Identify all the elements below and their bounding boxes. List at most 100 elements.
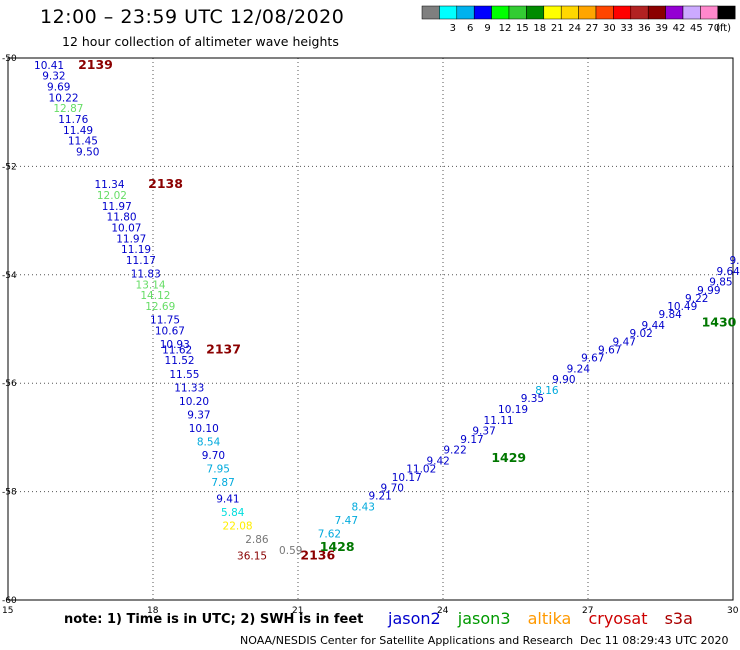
colorbar-label: 39 (655, 23, 668, 34)
y-tick-label: -56 (2, 379, 17, 389)
wave-height-label: 11.97 (102, 201, 132, 213)
colorbar-label: 6 (467, 23, 473, 34)
wave-height-label: 36.15 (237, 550, 267, 562)
x-tick-label: 15 (2, 606, 13, 616)
wave-height-label: 11.45 (68, 136, 98, 148)
y-tick-label: -52 (2, 162, 17, 172)
x-tick-label: 27 (582, 606, 593, 616)
colorbar-swatch (473, 5, 492, 20)
wave-height-label: 10.20 (179, 396, 209, 408)
wave-height-label: 11.55 (169, 369, 199, 381)
wave-height-label: 9.44 (642, 320, 666, 332)
wave-height-label: 0.59 (279, 545, 302, 557)
colorbar-swatch (526, 5, 545, 20)
chart-title: 12:00 – 23:59 UTC 12/08/2020 (40, 6, 345, 28)
wave-height-label: 9.21 (368, 491, 391, 503)
colorbar-label: 15 (516, 23, 529, 34)
legend-jason2: jason2 (388, 609, 441, 628)
pass-number-label: 2139 (78, 57, 113, 72)
colorbar-swatch (508, 5, 527, 20)
wave-height-label: 12.87 (53, 103, 83, 115)
wave-height-label: 9.70 (381, 483, 404, 495)
wave-height-label: 2.86 (245, 534, 269, 546)
colorbar-swatch (630, 5, 649, 20)
wave-height-label: 12.02 (97, 190, 127, 202)
footer-credit: NOAA/NESDIS Center for Satellite Applica… (240, 634, 574, 647)
wave-height-label: 9.22 (685, 293, 708, 305)
colorbar-swatch (491, 5, 510, 20)
wave-height-label: 14.12 (140, 290, 170, 302)
colorbar-swatch (700, 5, 719, 20)
wave-height-label: 9.22 (443, 445, 466, 457)
wave-height-label: 10.17 (392, 472, 422, 484)
wave-height-label: 9.41 (216, 493, 239, 505)
x-tick-label: 30 (727, 606, 739, 616)
colorbar-swatch (647, 5, 666, 20)
grid-lines (8, 58, 733, 600)
satellite-legend: jason2 jason3 altika cryosat s3a (388, 609, 705, 628)
wave-height-label: 9.47 (613, 336, 636, 348)
wave-height-label: 11.80 (107, 212, 137, 224)
wave-height-label: 8.43 (352, 502, 375, 514)
pass-number-label: 1428 (320, 539, 355, 554)
wave-height-label: 12.69 (145, 301, 175, 313)
wave-height-label: 9.70 (202, 450, 225, 462)
colorbar-swatch (595, 5, 614, 20)
wave-height-label: 11.97 (116, 233, 146, 245)
wave-height-label: 13.14 (136, 279, 166, 291)
colorbar-label: 45 (690, 23, 703, 34)
footer-note: note: 1) Time is in UTC; 2) SWH is in fe… (64, 612, 364, 627)
wave-height-label: 9.84 (658, 309, 682, 321)
colorbar-label: 21 (551, 23, 564, 34)
colorbar-swatch (682, 5, 701, 20)
wave-height-label: 11.62 (162, 344, 192, 356)
wave-height-label: 10.49 (667, 301, 697, 313)
colorbar-label: 36 (638, 23, 651, 34)
chart-subtitle: 12 hour collection of altimeter wave hei… (62, 34, 339, 49)
wave-height-label: 10.93 (160, 339, 190, 351)
wave-height-label: 9.85 (709, 277, 732, 289)
wave-height-label: 8.54 (197, 437, 221, 449)
wave-height-label: 11.34 (94, 179, 124, 191)
wave-height-label: 10.07 (111, 222, 141, 234)
wave-height-label: 10.19 (498, 404, 528, 416)
colorbar-swatch (613, 5, 632, 20)
x-tick-label: 18 (147, 606, 159, 616)
wave-height-label: 11.83 (131, 269, 161, 281)
colorbar-label: 3 (450, 23, 456, 34)
wave-height-label: 11.19 (121, 244, 151, 256)
pass-number-label: 2136 (300, 547, 335, 562)
colorbar-swatch (456, 5, 475, 20)
wave-height-label: 11.75 (150, 315, 180, 327)
colorbar-label: 9 (484, 23, 490, 34)
wave-height-label: 11.17 (126, 255, 156, 267)
wave-height-label: 9.42 (426, 456, 449, 468)
wave-height-label: 22.08 (223, 521, 253, 533)
axis-tick-labels: 15 18 21 24 27 30 -50 -52 -54 -56 -58 -60 (2, 54, 739, 616)
wave-height-label: 9.17 (460, 434, 483, 446)
wave-height-label: 9.67 (598, 344, 621, 356)
wave-height-label: 9.90 (552, 374, 575, 386)
wave-height-label: 9.32 (42, 71, 65, 83)
x-tick-label: 21 (292, 606, 303, 616)
wave-height-label: 9.67 (581, 353, 604, 365)
y-tick-label: -54 (2, 271, 17, 281)
colorbar-label: 33 (620, 23, 633, 34)
y-tick-label: -50 (2, 54, 17, 64)
wave-height-label: 9.50 (76, 147, 99, 159)
colorbar-swatch (560, 5, 579, 20)
wave-height-label: 11.02 (406, 464, 436, 476)
colorbar-swatch (578, 5, 597, 20)
colorbar-label: 42 (673, 23, 686, 34)
wave-height-label: 9.02 (629, 328, 652, 340)
colorbar-swatch (665, 5, 684, 20)
colorbar-swatch (717, 5, 736, 20)
x-tick-label: 24 (437, 606, 449, 616)
wave-height-label: 10.22 (49, 92, 79, 104)
wave-height-label: 11.33 (174, 382, 204, 394)
y-tick-label: -58 (2, 488, 17, 498)
wave-height-label: 9.1 (729, 255, 740, 267)
wave-height-label: 11.76 (58, 114, 88, 126)
